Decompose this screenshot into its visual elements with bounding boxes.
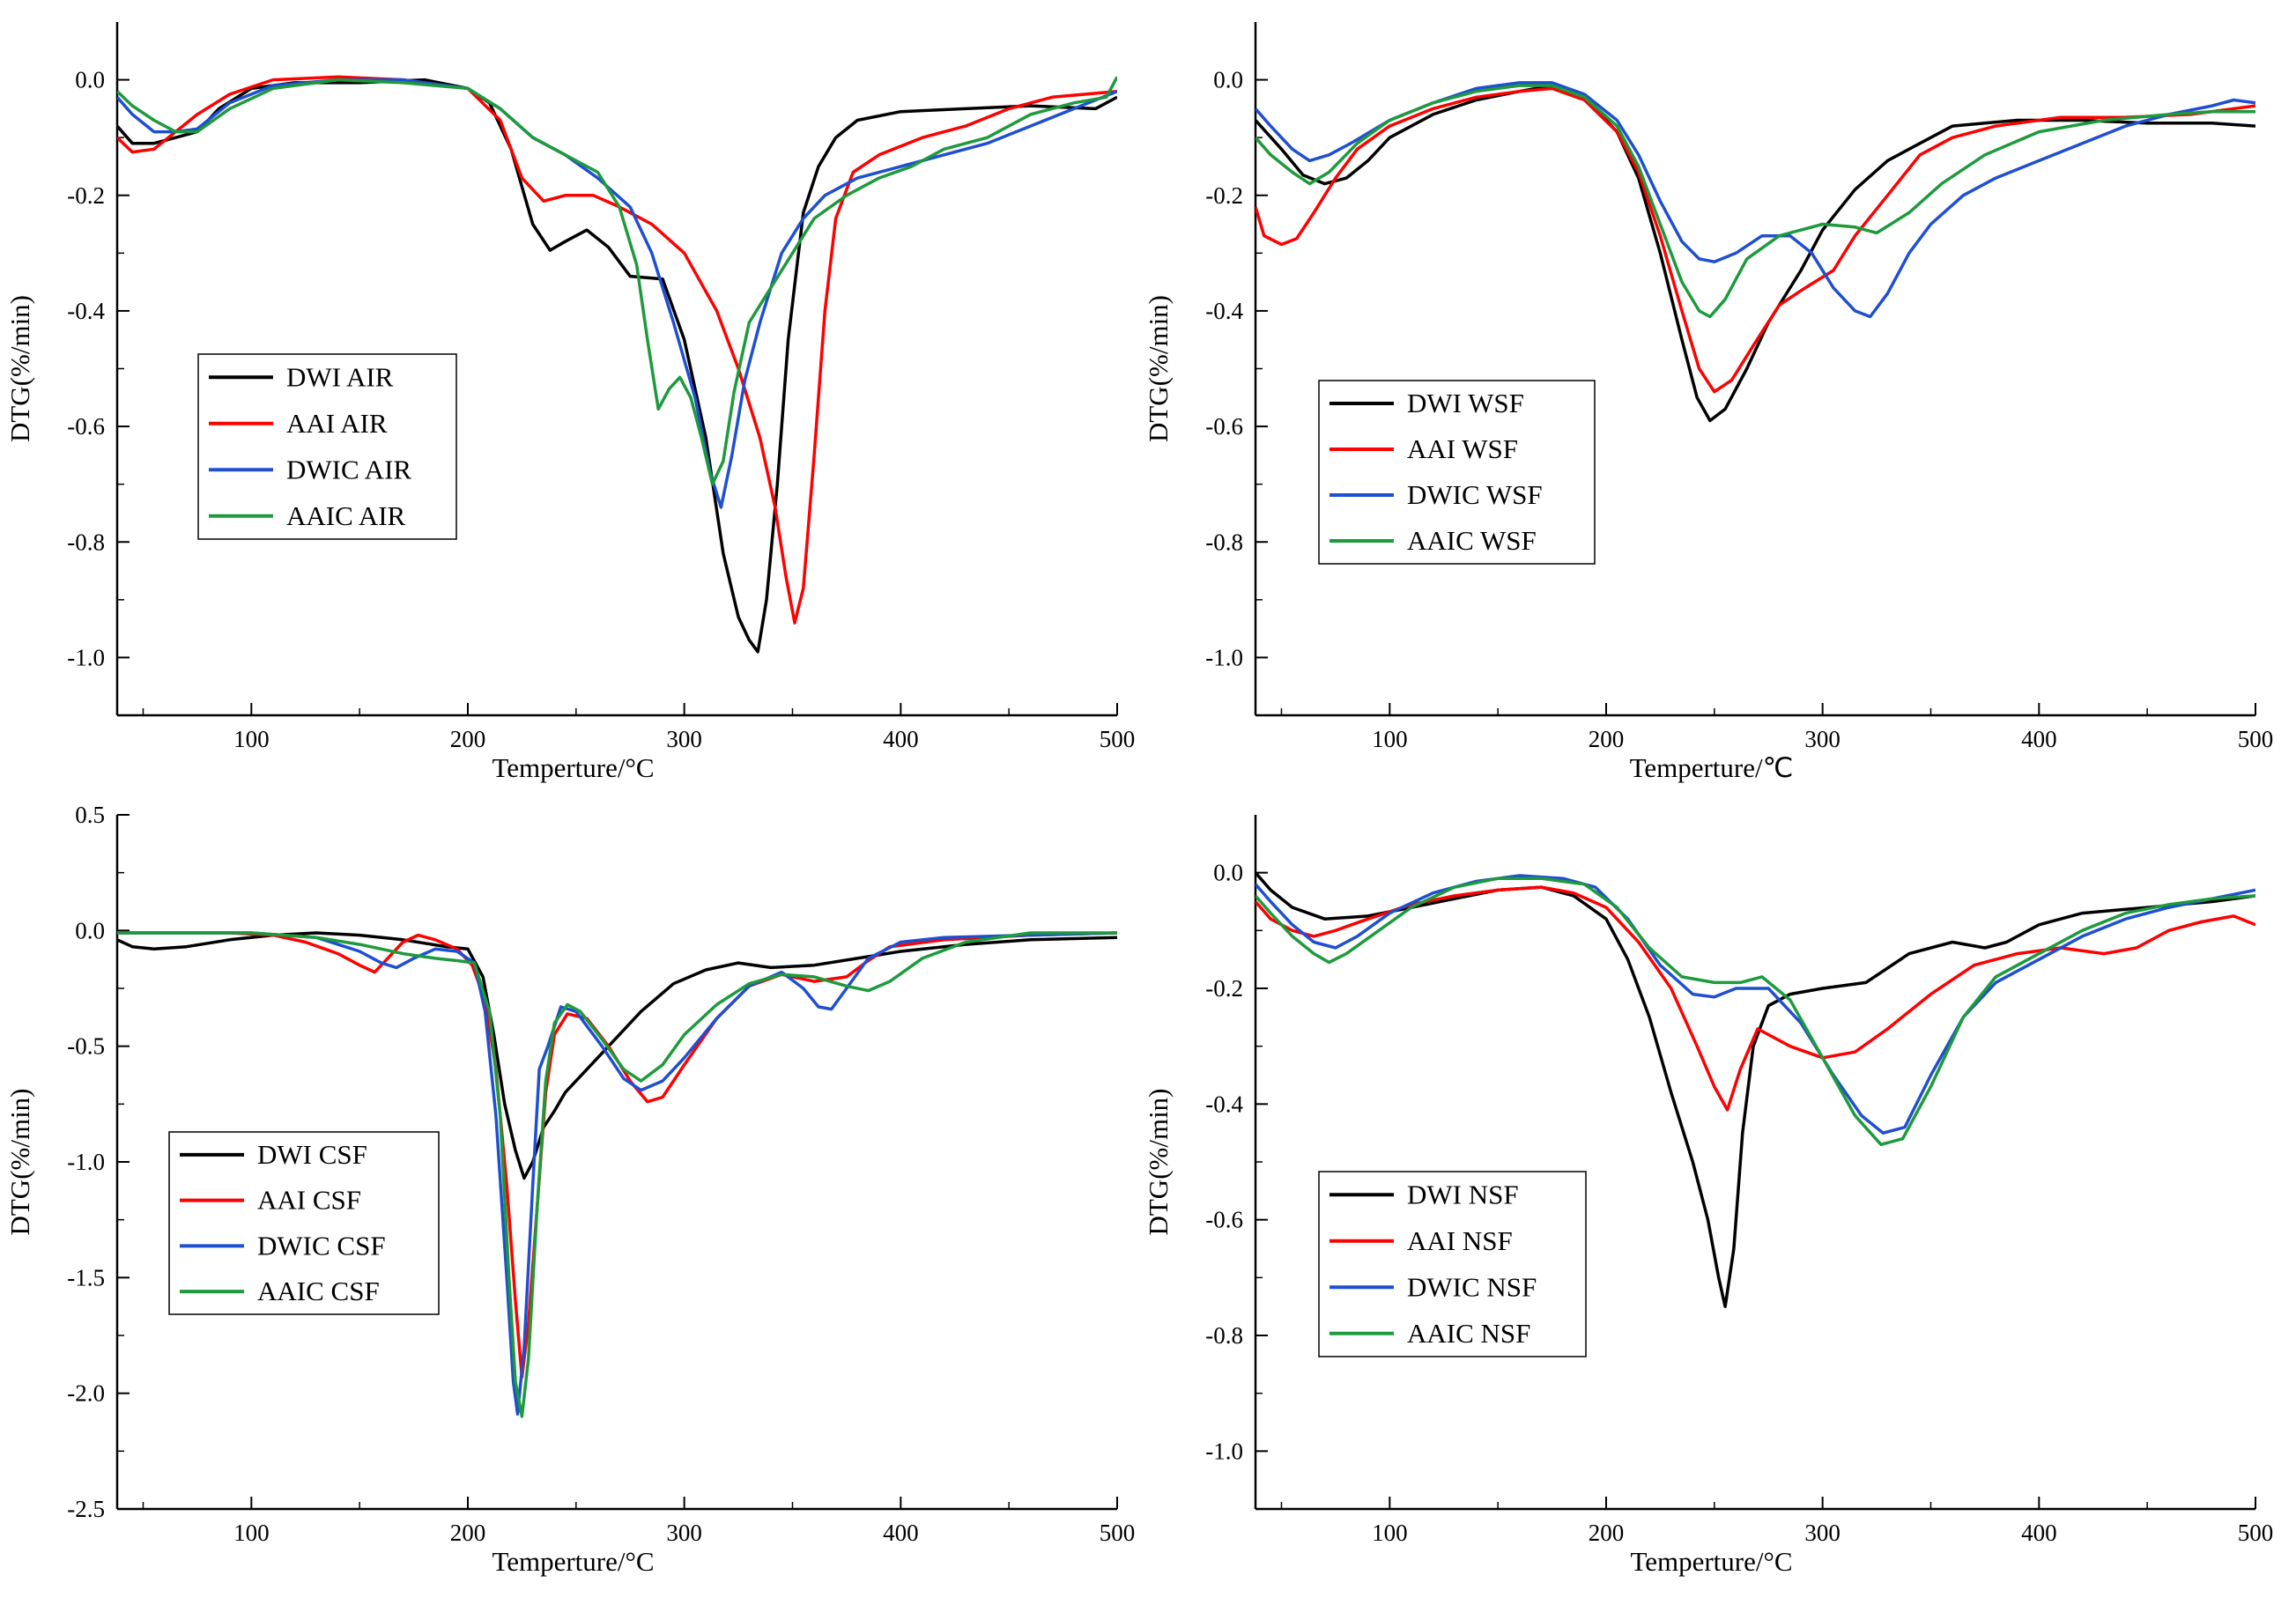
y-tick-label: 0.0	[1213, 860, 1243, 886]
y-axis-title: DTG(%/min)	[4, 1088, 35, 1235]
series-line-aai-nsf	[1255, 885, 2255, 1112]
y-tick-label: 0.0	[75, 67, 105, 93]
legend-label: AAIC CSF	[257, 1276, 380, 1306]
y-tick-label: 0.0	[1213, 67, 1243, 93]
y-tick-label: -0.6	[1205, 1207, 1243, 1233]
series-line-aaic-air	[117, 76, 1117, 486]
chart-panel-4: 100 200 300 400 500 0.0 -0.2 -0.4 -0.6 -0.8 -1.0 Te…	[1143, 815, 2273, 1577]
x-tick-label: 200	[450, 1520, 486, 1546]
x-axis-title: Temperture/℃	[1630, 752, 1794, 783]
y-tick-label: -0.4	[67, 298, 105, 324]
legend-label: DWI AIR	[286, 361, 394, 392]
y-tick-label: 0.0	[75, 917, 105, 943]
legend-label: AAI CSF	[257, 1185, 361, 1216]
y-tick-label: -1.0	[67, 644, 105, 670]
x-tick-label: 400	[2021, 1520, 2057, 1546]
legend-label: DWIC NSF	[1407, 1271, 1537, 1302]
y-tick-label: -2.5	[67, 1496, 105, 1522]
y-tick-label: -0.4	[1205, 1091, 1243, 1117]
legend-label: DWIC WSF	[1407, 479, 1543, 510]
series-line-aai-wsf	[1255, 86, 2255, 394]
y-tick-label: -2.0	[67, 1380, 105, 1407]
legend-label: DWIC AIR	[286, 454, 411, 484]
x-tick-label: 500	[2238, 1520, 2274, 1546]
series-line-dwic-nsf	[1255, 874, 2255, 1135]
x-tick-label: 200	[450, 726, 486, 752]
series-line-dwi-nsf	[1255, 871, 2255, 1308]
series-line-aaic-wsf	[1255, 84, 2255, 319]
legend-box	[1318, 1171, 1587, 1357]
legend-box	[197, 353, 457, 540]
x-tick-label: 500	[1100, 726, 1136, 752]
y-axis-title: DTG(%/min)	[1143, 1088, 1174, 1235]
legend: DWI WSF AAI WSF DWIC WSF AAIC WSF	[1318, 380, 1596, 565]
legend-label: AAI NSF	[1407, 1225, 1513, 1256]
chart-panel-2: 100 200 300 400 500 0.0 -0.2 -0.4 -0.6 -0.8 -1.0 Te…	[1143, 22, 2273, 783]
y-tick-label: -1.0	[1205, 1438, 1243, 1464]
x-tick-label: 300	[1804, 1520, 1841, 1546]
legend-label: DWI WSF	[1407, 388, 1524, 418]
x-axis-title: Temperture/°C	[492, 752, 654, 783]
y-tick-label: -0.6	[67, 413, 105, 440]
x-tick-label: 100	[233, 726, 270, 752]
x-tick-label: 500	[1100, 1520, 1136, 1546]
x-tick-label: 400	[2021, 726, 2057, 752]
series-line-dwic-csf	[117, 931, 1117, 1416]
legend-box	[1318, 380, 1596, 565]
y-tick-label: -0.2	[67, 182, 105, 209]
y-tick-label: -0.2	[1205, 975, 1243, 1002]
x-tick-label: 500	[2238, 726, 2274, 752]
x-axis-title: Temperture/°C	[492, 1546, 654, 1577]
legend-label: AAI AIR	[286, 408, 388, 439]
x-tick-label: 300	[666, 726, 702, 752]
y-axis-title: DTG(%/min)	[4, 295, 35, 442]
series-line-aaic-csf	[117, 931, 1117, 1418]
series-line-dwi-wsf	[1255, 84, 2255, 423]
legend: DWI AIR AAI AIR DWIC AIR AAIC AIR	[197, 353, 457, 540]
legend-label: AAI WSF	[1407, 433, 1518, 464]
series-line-aaic-nsf	[1255, 876, 2255, 1147]
legend-label: DWI CSF	[257, 1139, 367, 1170]
y-tick-label: -0.5	[67, 1033, 105, 1060]
series-line-aai-air	[117, 75, 1117, 625]
legend-label: AAIC NSF	[1407, 1318, 1530, 1349]
chart-panel-1: 100 200 300 400 500 0.0 -0.2 -0.4 -0.6 -0.8 -1.0 Te…	[4, 22, 1135, 783]
x-tick-label: 300	[666, 1520, 702, 1546]
y-axis-title: DTG(%/min)	[1143, 295, 1174, 442]
x-tick-label: 400	[883, 1520, 919, 1546]
legend-label: DWI NSF	[1407, 1179, 1519, 1209]
x-tick-label: 100	[233, 1520, 270, 1546]
x-tick-label: 400	[883, 726, 919, 752]
y-tick-label: -0.6	[1205, 413, 1243, 440]
legend-box	[168, 1131, 440, 1315]
y-tick-label: 0.5	[75, 802, 105, 828]
y-tick-label: -1.0	[1205, 644, 1243, 670]
y-tick-label: -0.2	[1205, 182, 1243, 209]
x-tick-label: 200	[1589, 726, 1625, 752]
x-axis-title: Temperture/°C	[1630, 1546, 1792, 1577]
y-tick-label: -0.8	[67, 529, 105, 555]
series-line-dwi-air	[117, 78, 1117, 654]
legend: DWI CSF AAI CSF DWIC CSF AAIC CSF	[168, 1131, 440, 1315]
y-tick-label: -1.0	[67, 1149, 105, 1175]
chart-panel-3: 100 200 300 400 500 0.5 0.0 -0.5 -1.0 -1.5 -2.0 -2.…	[4, 802, 1135, 1577]
y-tick-label: -0.4	[1205, 298, 1243, 324]
y-tick-label: -1.5	[67, 1264, 105, 1291]
legend-label: AAIC WSF	[1407, 525, 1537, 556]
y-tick-label: -0.8	[1205, 1322, 1243, 1349]
x-tick-label: 100	[1372, 1520, 1408, 1546]
legend-label: AAIC AIR	[286, 500, 406, 531]
series-line-dwic-air	[117, 78, 1117, 509]
x-tick-label: 300	[1804, 726, 1841, 752]
x-tick-label: 200	[1589, 1520, 1625, 1546]
legend-label: DWIC CSF	[257, 1230, 386, 1261]
x-tick-label: 100	[1372, 726, 1408, 752]
legend: DWI NSF AAI NSF DWIC NSF AAIC NSF	[1318, 1171, 1587, 1357]
y-tick-label: -0.8	[1205, 529, 1243, 555]
